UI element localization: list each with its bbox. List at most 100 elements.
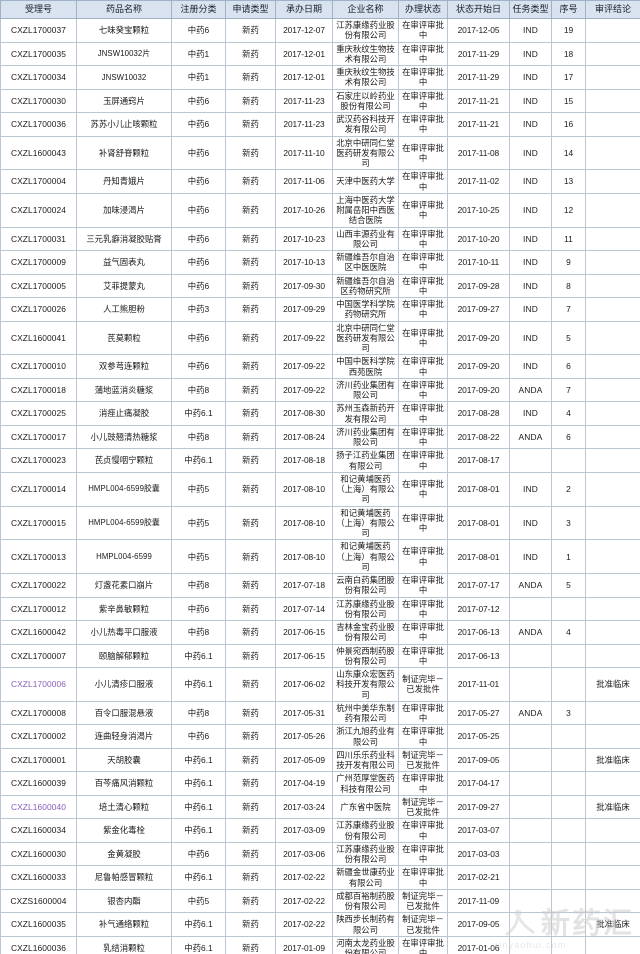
- table-row[interactable]: CXZL1700037 七味癸宝颗粒 中药6 新药 2017-12-07 江苏康缘药业股份…: [0, 18, 640, 43]
- column-header-handle-status[interactable]: 办理状态: [398, 0, 448, 19]
- table-row[interactable]: CXZL1600036 乳结消颗粒 中药6.1 新药 2017-01-09 河南太龙药业股…: [0, 935, 640, 954]
- cell-accept-no[interactable]: CXZL1700025: [0, 401, 77, 426]
- cell-accept-no[interactable]: CXZL1600035: [0, 912, 77, 937]
- cell-company: 济川药业集团有限公司: [332, 424, 399, 450]
- column-header-accept-no[interactable]: 受理号: [0, 0, 77, 19]
- table-row[interactable]: CXZL1600034 紫金化毒栓 中药6.1 新药 2017-03-09 江苏康缘药业股…: [0, 818, 640, 843]
- table-row[interactable]: CXZL1700026 人工熊胆粉 中药3 新药 2017-09-29 中国医学科学院药物…: [0, 297, 640, 322]
- table-row[interactable]: CXZL1600033 尼鲁帕感冒颗粒 中药6.1 新药 2017-02-22 新疆金世康…: [0, 865, 640, 890]
- cell-accept-no[interactable]: CXZL1700012: [0, 596, 77, 621]
- cell-status-date: 2017-11-21: [447, 112, 510, 137]
- cell-accept-no[interactable]: CXZL1700005: [0, 273, 77, 298]
- table-row[interactable]: CXZL1700024 加味浸渴片 中药6 新药 2017-10-26 上海中医药大学附属…: [0, 192, 640, 228]
- cell-handle-status: 在审评审批中: [398, 18, 448, 43]
- cell-app-type: 新药: [225, 818, 276, 843]
- cell-accept-no[interactable]: CXZL1600043: [0, 135, 77, 171]
- table-row[interactable]: CXZL1600042 小儿热毒平口服液 中药8 新药 2017-06-15 吉林金宝药业…: [0, 620, 640, 645]
- table-row[interactable]: CXZL1700010 双参芎连颗粒 中药6 新药 2017-09-22 中国中医科学院西…: [0, 354, 640, 379]
- column-header-app-type[interactable]: 申请类型: [225, 0, 276, 19]
- table-row[interactable]: CXZL1700036 苏苏小儿止咳颗粒 中药6 新药 2017-11-23 武汉药谷科技…: [0, 112, 640, 137]
- cell-accept-no[interactable]: CXZL1700015: [0, 505, 77, 541]
- column-header-conclusion[interactable]: 审评结论: [585, 0, 640, 19]
- cell-reg-class: 中药6: [171, 320, 226, 356]
- table-row[interactable]: CXZL1700022 灯盏花素口崩片 中药8 新药 2017-07-18 云南白药集团股…: [0, 573, 640, 598]
- cell-accept-no[interactable]: CXZL1700023: [0, 448, 77, 473]
- cell-accept-no[interactable]: CXZL1600034: [0, 818, 77, 843]
- cell-accept-no[interactable]: CXZL1700001: [0, 747, 77, 773]
- table-row[interactable]: CXZL1700015 HMPL004-6599胶囊 中药5 新药 2017-08-10…: [0, 505, 640, 541]
- cell-app-type: 新药: [225, 573, 276, 598]
- cell-accept-no[interactable]: CXZS1600004: [0, 888, 77, 914]
- table-row[interactable]: CXZL1600039 百芩痛风消颗粒 中药6.1 新药 2017-04-19 广州范厚堂…: [0, 771, 640, 796]
- table-row[interactable]: CXZL1700005 艾菲提蒙丸 中药6 新药 2017-09-30 新疆维吾尔自治区药…: [0, 273, 640, 298]
- table-row[interactable]: CXZL1700014 HMPL004-6599胶囊 中药5 新药 2017-08-10…: [0, 471, 640, 507]
- table-row[interactable]: CXZL1600040 培土清心颗粒 中药6.1 新药 2017-03-24 广东省中医院…: [0, 794, 640, 820]
- table-row[interactable]: CXZL1700012 紫辛鼻敏颗粒 中药6 新药 2017-07-14 江苏康缘药业股份…: [0, 596, 640, 621]
- table-row[interactable]: CXZS1600004 银杏内酯 中药5 新药 2017-02-22 成都百裕制药股份有限…: [0, 888, 640, 914]
- cell-seq-no: 18: [551, 41, 586, 66]
- cell-accept-no[interactable]: CXZL1700017: [0, 424, 77, 450]
- cell-accept-no[interactable]: CXZL1600036: [0, 935, 77, 954]
- table-row[interactable]: CXZL1700008 百令口服混悬液 中药8 新药 2017-05-31 杭州中美华东制…: [0, 700, 640, 726]
- cell-accept-no[interactable]: CXZL1700008: [0, 700, 77, 726]
- table-row[interactable]: CXZL1700030 玉屏通窍片 中药6 新药 2017-11-23 石家庄以岭药业股份…: [0, 88, 640, 113]
- table-row[interactable]: CXZL1700007 颐脑解郁颗粒 中药6.1 新药 2017-06-15 仲景宛西制药…: [0, 643, 640, 668]
- cell-app-type: 新药: [225, 88, 276, 113]
- column-header-reg-class[interactable]: 注册分类: [171, 0, 226, 19]
- table-row[interactable]: CXZL1700009 益气固表丸 中药6 新药 2017-10-13 新疆维吾尔自治区中…: [0, 250, 640, 275]
- table-row[interactable]: CXZL1700035 JNSW10032片 中药1 新药 2017-12-01 重庆秋纹…: [0, 41, 640, 66]
- table-row[interactable]: CXZL1600043 补肾舒脊颗粒 中药6 新药 2017-11-10 北京中研同仁堂医…: [0, 135, 640, 171]
- table-row[interactable]: CXZL1700001 天胡胶囊 中药6.1 新药 2017-05-09 四川乐乐药业科技…: [0, 747, 640, 773]
- cell-accept-no[interactable]: CXZL1700036: [0, 112, 77, 137]
- column-header-task-type[interactable]: 任务类型: [509, 0, 552, 19]
- cell-drug-name: 灯盏花素口崩片: [76, 573, 172, 598]
- cell-accept-no[interactable]: CXZL1700006: [0, 667, 77, 702]
- column-header-seq-no[interactable]: 序号: [551, 0, 586, 19]
- cell-accept-no[interactable]: CXZL1600041: [0, 320, 77, 356]
- cell-accept-no[interactable]: CXZL1600040: [0, 794, 77, 820]
- table-row[interactable]: CXZL1600035 补气通络颗粒 中药6.1 新药 2017-02-22 陕西步长制药…: [0, 912, 640, 937]
- cell-accept-no[interactable]: CXZL1700014: [0, 471, 77, 507]
- table-row[interactable]: CXZL1600030 金黄凝胶 中药6 新药 2017-03-06 江苏康缘药业股份有限…: [0, 841, 640, 867]
- cell-accept-no[interactable]: CXZL1700010: [0, 354, 77, 379]
- cell-accept-no[interactable]: CXZL1700022: [0, 573, 77, 598]
- cell-accept-no[interactable]: CXZL1600042: [0, 620, 77, 645]
- cell-app-type: 新药: [225, 724, 276, 749]
- table-row[interactable]: CXZL1700031 三元乳癖消凝胶贴膏 中药6 新药 2017-10-23 山西丰源药…: [0, 226, 640, 251]
- cell-accept-date: 2017-06-15: [275, 643, 333, 668]
- cell-accept-no[interactable]: CXZL1600039: [0, 771, 77, 796]
- table-row[interactable]: CXZL1700034 JNSW10032 中药1 新药 2017-12-01 重庆秋纹生…: [0, 65, 640, 90]
- cell-drug-name: 尼鲁帕感冒颗粒: [76, 865, 172, 890]
- column-header-drug-name[interactable]: 药品名称: [76, 0, 172, 19]
- column-header-company[interactable]: 企业名称: [332, 0, 399, 19]
- cell-accept-no[interactable]: CXZL1600033: [0, 865, 77, 890]
- table-row[interactable]: CXZL1700025 消痤止痛凝胶 中药6.1 新药 2017-08-30 苏州玉森新药…: [0, 401, 640, 426]
- column-header-accept-date[interactable]: 承办日期: [275, 0, 333, 19]
- cell-accept-no[interactable]: CXZL1700007: [0, 643, 77, 668]
- table-row[interactable]: CXZL1600041 芪莫颗粒 中药6 新药 2017-09-22 北京中研同仁堂医药研…: [0, 320, 640, 356]
- cell-accept-no[interactable]: CXZL1700026: [0, 297, 77, 322]
- cell-accept-no[interactable]: CXZL1700037: [0, 18, 77, 43]
- cell-accept-no[interactable]: CXZL1700024: [0, 192, 77, 228]
- table-row[interactable]: CXZL1700017 小儿豉翘清热糖浆 中药8 新药 2017-08-24 济川药业集团…: [0, 424, 640, 450]
- cell-accept-no[interactable]: CXZL1700035: [0, 41, 77, 66]
- table-row[interactable]: CXZL1700004 丹知青娥片 中药6 新药 2017-11-06 天津中医药大学 在审…: [0, 169, 640, 194]
- cell-accept-no[interactable]: CXZL1700002: [0, 724, 77, 749]
- cell-accept-no[interactable]: CXZL1700034: [0, 65, 77, 90]
- cell-accept-no[interactable]: CXZL1700018: [0, 377, 77, 403]
- table-row[interactable]: CXZL1700002 连曲轻身消渴片 中药6 新药 2017-05-26 浙江九旭药业有…: [0, 724, 640, 749]
- cell-accept-no[interactable]: CXZL1700031: [0, 226, 77, 251]
- cell-accept-no[interactable]: CXZL1700030: [0, 88, 77, 113]
- table-row[interactable]: CXZL1700018 蒲地蓝消炎糖浆 中药8 新药 2017-09-22 济川药业集团有…: [0, 377, 640, 403]
- cell-accept-no[interactable]: CXZL1700013: [0, 539, 77, 574]
- column-header-status-date[interactable]: 状态开始日: [447, 0, 510, 19]
- cell-accept-no[interactable]: CXZL1700009: [0, 250, 77, 275]
- cell-task-type: IND: [509, 250, 552, 275]
- cell-seq-no: 8: [551, 273, 586, 298]
- table-row[interactable]: CXZL1700006 小儿清疹口服液 中药6.1 新药 2017-06-02 山东康众宏…: [0, 667, 640, 702]
- cell-accept-no[interactable]: CXZL1700004: [0, 169, 77, 194]
- table-row[interactable]: CXZL1700023 芪贞慢咽宁颗粒 中药6.1 新药 2017-08-18 扬子江药业…: [0, 448, 640, 473]
- cell-status-date: 2017-08-01: [447, 505, 510, 541]
- table-row[interactable]: CXZL1700013 HMPL004-6599 中药5 新药 2017-08-10 和记…: [0, 539, 640, 574]
- cell-accept-no[interactable]: CXZL1600030: [0, 841, 77, 867]
